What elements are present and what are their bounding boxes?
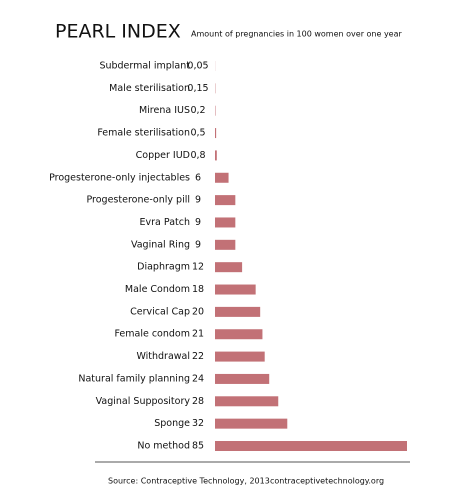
value-label: 21 xyxy=(192,329,204,340)
bar xyxy=(215,262,243,273)
category-label: Copper IUD xyxy=(136,150,190,161)
value-label: 0,8 xyxy=(190,150,205,161)
value-label: 9 xyxy=(195,195,201,206)
category-label: Vaginal Suppository xyxy=(96,396,191,407)
chart-subtitle: Amount of pregnancies in 100 women over … xyxy=(191,30,403,39)
category-label: Female sterilisation xyxy=(97,128,190,139)
category-label: Vaginal Ring xyxy=(131,239,190,250)
bar xyxy=(215,329,263,340)
value-label: 6 xyxy=(195,172,201,183)
bar xyxy=(215,150,217,161)
category-label: Diaphragm xyxy=(137,262,190,273)
bar xyxy=(215,195,236,206)
category-label: Withdrawal xyxy=(136,351,190,362)
value-label: 22 xyxy=(192,351,204,362)
bar xyxy=(215,418,288,429)
bar xyxy=(215,373,270,384)
category-label: Cervical Cap xyxy=(130,306,190,317)
category-label: Male Condom xyxy=(125,284,190,295)
bar xyxy=(215,441,407,451)
category-label: Natural family planning xyxy=(78,373,190,384)
value-label: 9 xyxy=(195,217,201,228)
category-label: Mirena IUS xyxy=(139,105,190,116)
category-label: Female condom xyxy=(114,329,190,340)
category-label: Male sterilisation xyxy=(109,83,190,94)
source: Source: Contraceptive Technology, 2013 xyxy=(108,477,270,486)
bar xyxy=(215,217,236,228)
bar xyxy=(215,351,265,362)
bar xyxy=(215,172,229,183)
value-label: 85 xyxy=(192,441,204,452)
value-label: 32 xyxy=(192,418,204,429)
bar xyxy=(215,284,256,295)
category-label: Subdermal implant xyxy=(99,61,190,72)
bar xyxy=(215,396,279,407)
value-label: 20 xyxy=(192,306,204,317)
value-label: 12 xyxy=(192,262,204,273)
category-label: Progesterone-only injectables xyxy=(49,172,190,183)
chart-title: PEARL INDEX xyxy=(55,21,181,43)
website: contraceptivetechnology.org xyxy=(270,477,384,486)
value-label: 28 xyxy=(192,396,204,407)
category-label: Evra Patch xyxy=(140,217,190,228)
value-label: 18 xyxy=(192,284,204,295)
value-label: 9 xyxy=(195,239,201,250)
bar xyxy=(215,306,261,317)
value-label: 24 xyxy=(192,373,204,384)
bar xyxy=(215,128,217,139)
category-label: No method xyxy=(137,441,190,452)
category-label: Sponge xyxy=(154,418,190,429)
value-label: 0,2 xyxy=(190,105,205,116)
bar xyxy=(215,239,236,250)
value-label: 0,05 xyxy=(187,61,208,72)
value-label: 0,15 xyxy=(187,83,208,94)
value-label: 0,5 xyxy=(190,128,205,139)
category-label: Progesterone-only pill xyxy=(86,195,190,206)
